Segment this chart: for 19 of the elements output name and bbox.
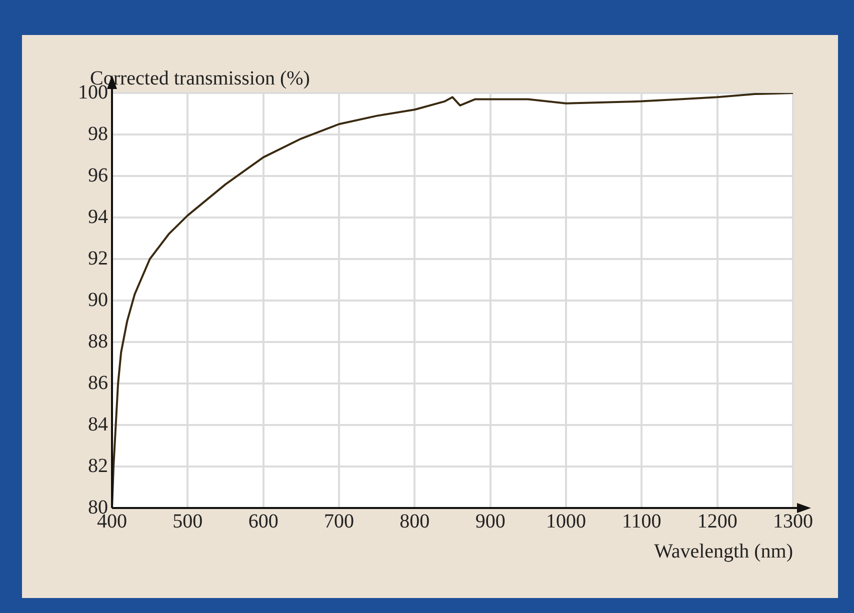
x-tick-label: 1300 (773, 510, 813, 532)
x-tick-label: 700 (324, 510, 354, 532)
x-axis-title: Wavelength (nm) (654, 540, 793, 562)
x-tick-label: 900 (475, 510, 506, 532)
y-tick-label: 90 (88, 288, 108, 311)
x-tick-label: 600 (248, 510, 278, 532)
y-tick-label: 98 (88, 122, 108, 145)
y-tick-label: 88 (88, 330, 108, 352)
x-tick-label: 500 (172, 510, 203, 532)
y-tick-label: 92 (88, 247, 108, 270)
x-tick-label: 1100 (622, 510, 662, 532)
y-tick-label: 86 (88, 372, 108, 394)
y-tick-label: 82 (88, 454, 108, 477)
y-tick-label: 84 (88, 413, 108, 436)
y-tick-label: 94 (88, 206, 108, 228)
x-tick-label: 1200 (697, 510, 738, 532)
y-tick-label: 96 (88, 164, 108, 186)
x-tick-label: 1000 (546, 510, 586, 532)
x-tick-label: 800 (400, 510, 430, 532)
